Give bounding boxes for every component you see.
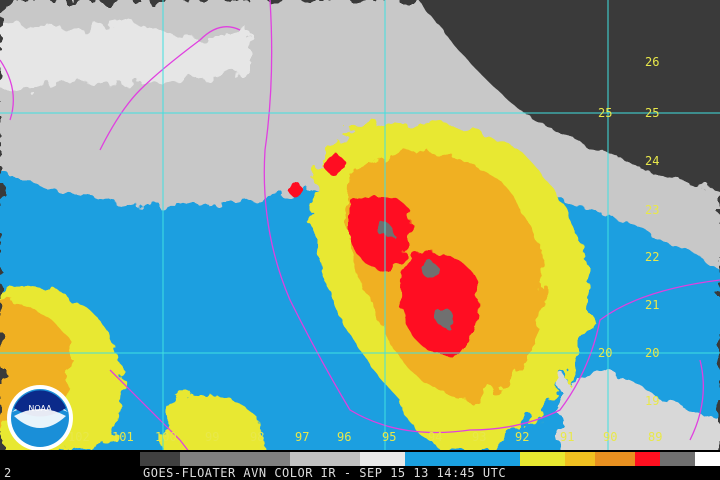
lon-label: 100	[155, 430, 177, 444]
storm-top-gray	[436, 309, 454, 327]
scale-swatch	[595, 452, 635, 466]
color-scale-bar	[0, 450, 720, 466]
lon-label: 94	[428, 430, 442, 444]
lat-label: 23	[645, 203, 659, 217]
longitude-labels: 102 101 100 99 98 97 96 95 94 93 92 91 9…	[68, 430, 662, 444]
scale-swatch	[0, 452, 140, 466]
lon-label: 97	[295, 430, 309, 444]
lat-label: 25	[645, 106, 659, 120]
scale-swatch	[520, 452, 565, 466]
storm-cell	[325, 155, 345, 175]
scale-swatch	[660, 452, 695, 466]
cloud-band	[0, 20, 250, 94]
svg-text:NOAA: NOAA	[28, 404, 52, 413]
lon-label: 98	[250, 430, 264, 444]
lat-label: 21	[645, 298, 659, 312]
lon-label: 95	[382, 430, 396, 444]
lat-lon-grid	[0, 0, 720, 466]
frame-number: 2	[4, 466, 12, 480]
lat-label: 20	[645, 346, 659, 360]
lon-label: 92	[515, 430, 529, 444]
lon-label: 96	[337, 430, 351, 444]
scale-swatch	[140, 452, 180, 466]
lat-label: 24	[645, 154, 659, 168]
scale-swatch	[180, 452, 290, 466]
lat-label: 19	[645, 394, 659, 408]
latitude-labels: 26 25 24 23 22 21 20 19 25 20	[598, 55, 659, 408]
storm-top-gray	[422, 262, 438, 278]
scale-swatch	[635, 452, 660, 466]
coastline-borders	[0, 0, 720, 466]
lon-label: 90	[603, 430, 617, 444]
storm-core-red	[401, 252, 478, 356]
lat-label: 20	[598, 346, 612, 360]
lon-label: 99	[205, 430, 219, 444]
lon-label: 102	[68, 430, 90, 444]
footer-bar: 2 GOES-FLOATER AVN COLOR IR - SEP 15 13 …	[0, 466, 720, 480]
lon-label: 89	[648, 430, 662, 444]
lat-label: 22	[645, 250, 659, 264]
scale-swatch	[405, 452, 520, 466]
lon-label: 91	[560, 430, 574, 444]
lat-label: 26	[645, 55, 659, 69]
cloud-imagery: 102 101 100 99 98 97 96 95 94 93 92 91 9…	[0, 0, 720, 466]
scale-swatch	[695, 452, 720, 466]
lat-label: 25	[598, 106, 612, 120]
storm-yellow-south	[160, 393, 270, 466]
lon-label: 93	[472, 430, 486, 444]
scale-swatch	[360, 452, 405, 466]
scale-swatch	[565, 452, 595, 466]
cloud-band	[560, 373, 720, 466]
scale-swatch	[290, 452, 360, 466]
storm-cell	[289, 183, 303, 197]
lon-label: 101	[112, 430, 134, 444]
image-caption: GOES-FLOATER AVN COLOR IR - SEP 15 13 14…	[143, 466, 507, 480]
noaa-logo: NOAA	[7, 385, 73, 451]
